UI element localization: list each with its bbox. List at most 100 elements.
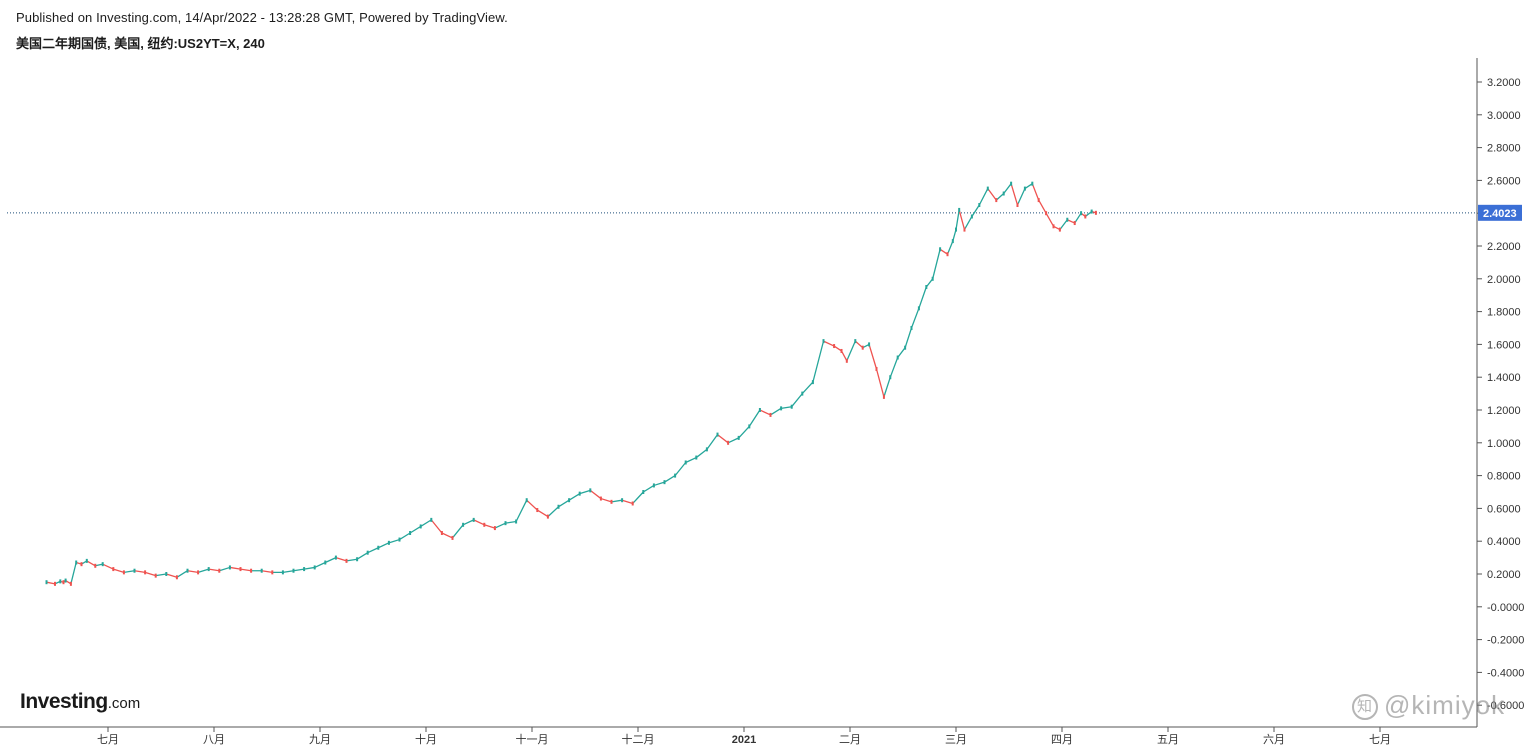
price-segment [102, 563, 114, 570]
price-segment [324, 556, 337, 564]
price-point [695, 455, 698, 460]
price-segment [229, 566, 242, 570]
price-segment [846, 340, 856, 362]
price-segment [515, 499, 528, 523]
price-point [1080, 211, 1083, 216]
price-segment [939, 248, 949, 255]
y-tick-label: 0.4000 [1487, 536, 1521, 548]
price-point [430, 517, 433, 522]
x-tick-label: 七月 [1369, 733, 1391, 746]
price-segment [367, 547, 379, 554]
price-point [387, 540, 390, 545]
price-point [122, 570, 125, 575]
price-point [186, 568, 189, 573]
price-segment [932, 248, 941, 280]
price-segment [579, 489, 591, 495]
price-segment [695, 448, 708, 459]
price-point [462, 522, 465, 527]
price-point [986, 186, 989, 191]
price-segment [883, 376, 891, 398]
price-segment [716, 433, 729, 444]
price-point [833, 344, 836, 349]
price-point [801, 391, 804, 396]
price-segment [292, 568, 305, 572]
price-point [780, 406, 783, 411]
price-point [621, 498, 624, 503]
price-point [1066, 217, 1069, 222]
price-point [889, 375, 892, 380]
price-segment [727, 437, 740, 444]
price-segment [833, 345, 843, 352]
price-point [822, 339, 825, 344]
price-point [589, 488, 592, 493]
y-tick-label: 2.6000 [1487, 175, 1521, 187]
price-point [54, 581, 56, 586]
price-segment [133, 570, 146, 574]
price-point [674, 473, 677, 478]
price-segment [642, 484, 655, 493]
price-point [652, 483, 655, 488]
price-segment [239, 568, 252, 572]
price-point [845, 358, 848, 363]
x-tick-label: 二月 [839, 734, 861, 746]
price-segment [1052, 225, 1061, 231]
price-segment [987, 187, 997, 201]
price-point [483, 522, 486, 527]
price-point [896, 355, 899, 360]
price-point [931, 276, 934, 281]
price-point [917, 306, 920, 311]
price-point [504, 521, 507, 526]
price-segment [356, 552, 369, 560]
price-point [946, 252, 949, 257]
price-segment [868, 343, 878, 370]
price-segment [963, 215, 973, 231]
price-point [1023, 186, 1026, 191]
price-point [1084, 214, 1087, 219]
price-segment [1066, 219, 1076, 224]
price-point [45, 580, 48, 585]
price-segment [1003, 183, 1012, 195]
price-segment [462, 519, 475, 526]
price-point [904, 345, 907, 350]
price-segment [112, 568, 125, 574]
price-point [239, 567, 242, 572]
y-tick-label: 2.0000 [1487, 274, 1521, 286]
price-segment [557, 499, 570, 508]
price-segment [526, 499, 538, 511]
price-point [1052, 224, 1055, 229]
price-segment [86, 560, 96, 567]
price-point [578, 491, 581, 496]
price-point [557, 504, 560, 509]
price-segment [218, 566, 231, 572]
price-point [59, 579, 62, 584]
price-segment [946, 240, 954, 255]
price-point [440, 531, 443, 535]
price-segment [769, 407, 782, 416]
price-point [642, 490, 645, 494]
price-segment [897, 347, 906, 359]
price-segment [600, 497, 613, 503]
price-point [1045, 211, 1048, 216]
y-tick-label: -0.4000 [1487, 667, 1524, 679]
price-segment [674, 461, 687, 477]
price-point [356, 557, 359, 562]
price-point [568, 498, 571, 503]
price-point [493, 526, 496, 531]
price-segment [398, 532, 411, 541]
price-point [377, 545, 380, 550]
price-point [250, 568, 253, 573]
price-point [955, 227, 957, 232]
price-segment [889, 356, 899, 378]
price-point [69, 581, 72, 586]
price-segment [547, 506, 560, 518]
price-point [861, 345, 864, 350]
price-point [144, 570, 147, 575]
zhihu-watermark: 知 @kimiyok [1352, 690, 1505, 721]
price-point [175, 575, 178, 580]
price-segment [904, 327, 913, 349]
x-tick-label: 九月 [309, 733, 331, 746]
price-point [882, 394, 885, 399]
x-tick-label: 五月 [1157, 734, 1179, 746]
price-point [345, 558, 348, 563]
